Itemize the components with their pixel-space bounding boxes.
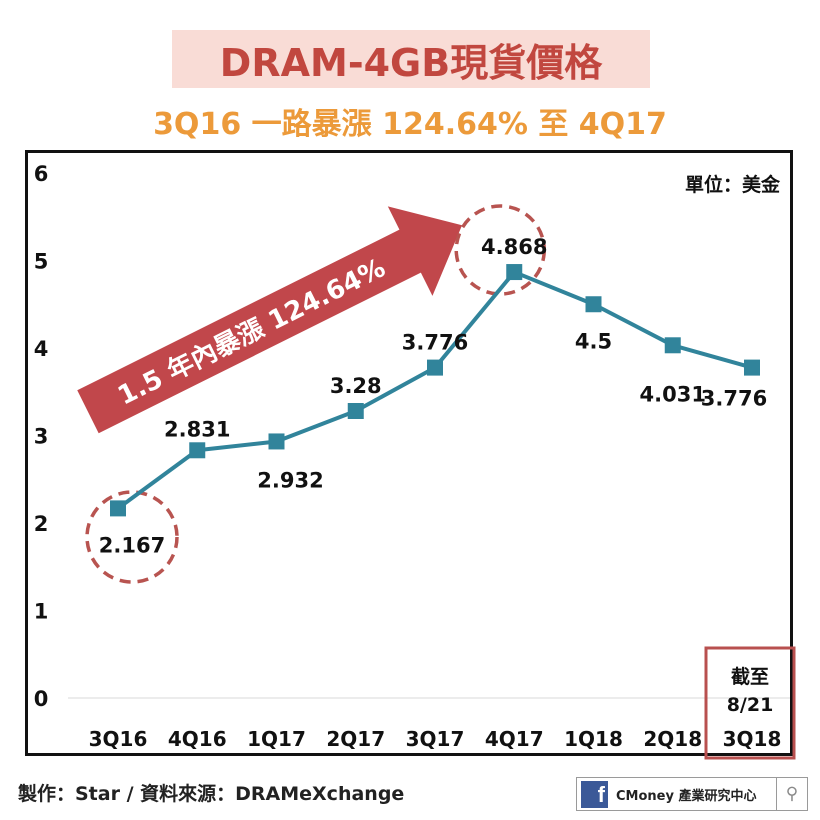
brand-badge[interactable]: f CMoney 產業研究中心 ⚲ [576,777,808,811]
note-text: 8/21 [727,694,774,716]
x-tick-label: 3Q18 [723,727,782,751]
x-tick-label: 2Q18 [643,727,702,751]
data-point-marker [585,296,602,313]
y-tick-label: 2 [34,512,49,536]
note-text: 截至 [731,665,769,688]
data-point-marker [189,442,206,459]
data-label: 4.5 [575,329,612,353]
data-point-marker [268,433,285,450]
y-tick-label: 1 [34,600,49,624]
unit-label: 單位：美金 [685,173,781,196]
x-tick-label: 4Q17 [485,727,544,751]
chart-frame [25,150,793,756]
note-box [704,646,796,760]
highlight-circle-start [85,490,179,584]
x-tick-label: 1Q18 [564,727,623,751]
data-point-marker [110,500,126,517]
x-tick-label: 4Q16 [168,727,227,751]
data-label: 3.776 [402,331,468,355]
data-point-marker [347,403,364,419]
footer-credit: 製作：Star / 資料來源：DRAMeXchange [18,783,405,805]
facebook-icon: f [581,780,608,808]
title-box: DRAM-4GB現貨價格 [172,30,650,88]
chart-subtitle: 3Q16 一路暴漲 124.64% 至 4Q17 [153,107,667,142]
data-label: 3.28 [330,374,382,398]
x-tick-label: 3Q17 [406,727,465,751]
data-label: 2.932 [257,468,323,492]
x-tick-label: 2Q17 [326,727,385,751]
y-tick-label: 0 [34,687,49,711]
brand-name: CMoney 產業研究中心 [616,788,757,804]
trend-arrow-shape [77,206,463,434]
data-label: 3.776 [701,387,767,411]
y-tick-label: 3 [34,425,49,449]
trend-arrow: 1.5 年內暴漲 124.64% [77,206,463,434]
x-tick-label: 3Q16 [89,727,148,751]
data-label: 4.868 [481,235,547,259]
search-icon[interactable]: ⚲ [776,778,807,810]
y-tick-label: 5 [34,250,49,274]
x-tick-label: 1Q17 [247,727,306,751]
data-point-marker [506,264,523,281]
chart-title: DRAM-4GB現貨價格 [219,40,603,85]
data-point-marker [744,359,760,376]
highlight-circle-peak [454,204,546,296]
data-label: 2.831 [164,417,230,441]
data-label: 2.167 [99,533,165,557]
y-tick-label: 4 [34,337,49,361]
y-tick-label: 6 [34,162,49,186]
data-label: 4.031 [640,382,706,406]
data-point-marker [427,359,443,376]
data-point-marker [664,337,681,354]
